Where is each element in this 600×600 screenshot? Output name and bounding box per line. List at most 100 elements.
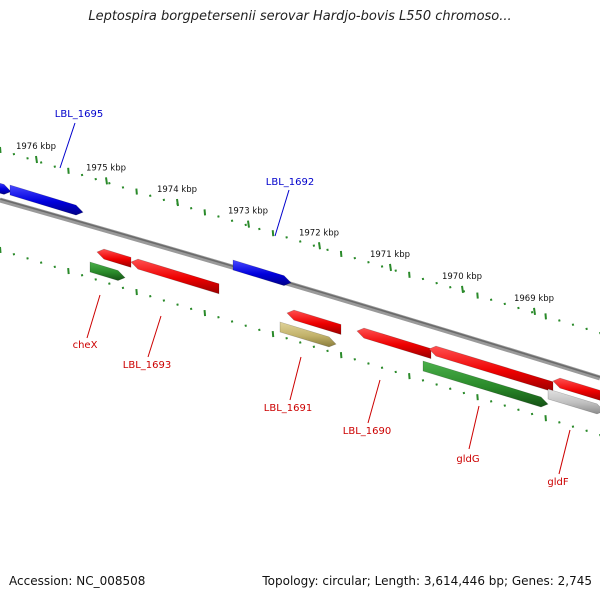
gene-LBL_1692[interactable] <box>232 259 292 286</box>
kbp-tick-1976 <box>35 155 38 164</box>
kbp-label-1976: 1976 kbp <box>16 142 56 152</box>
gene-LBL_1695[interactable] <box>9 184 84 216</box>
gene-label-gldF[interactable]: gldF <box>547 477 568 488</box>
major-tick <box>203 209 207 216</box>
kbp-tick-1972 <box>318 242 321 250</box>
kbp-label-1973: 1973 kbp <box>228 207 268 217</box>
minor-tick <box>258 227 261 231</box>
minor-tick <box>149 194 152 197</box>
gene-red-1690b[interactable] <box>428 345 554 393</box>
minor-tick <box>449 387 452 390</box>
kbp-label-1969: 1969 kbp <box>514 294 554 304</box>
minor-tick <box>26 157 29 160</box>
accession-text: Accession: NC_008508 <box>9 574 146 588</box>
gene-arrow-red-right-edge[interactable] <box>552 377 600 402</box>
gene-arrow-LBL_1691[interactable] <box>279 321 337 348</box>
kbp-tick-1970 <box>461 285 464 294</box>
minor-tick <box>121 186 125 189</box>
minor-tick <box>435 383 438 386</box>
gene-arrow-LBL_1690[interactable] <box>356 327 432 360</box>
minor-tick <box>94 278 97 281</box>
gene-red-right-edge[interactable] <box>552 377 600 402</box>
minor-tick <box>230 219 234 222</box>
minor-tick <box>258 328 261 332</box>
gene-LBL_1690[interactable] <box>356 327 432 360</box>
minor-tick <box>530 412 534 416</box>
minor-tick <box>462 290 466 293</box>
minor-tick <box>462 391 466 395</box>
minor-tick <box>380 366 384 369</box>
minor-tick <box>367 261 370 264</box>
minor-tick <box>503 404 507 407</box>
callout-line-LBL_1692 <box>274 189 290 237</box>
gene-label-LBL_1695[interactable]: LBL_1695 <box>55 109 103 120</box>
major-tick <box>203 309 207 317</box>
gene-arrow-gldG[interactable] <box>422 360 549 408</box>
gene-arrow-red-1691a[interactable] <box>286 309 342 335</box>
minor-tick <box>517 306 520 310</box>
kbp-tick-1975 <box>105 177 108 185</box>
minor-tick <box>435 281 438 285</box>
chromosome-backbone-shade <box>0 198 600 378</box>
minor-tick <box>108 282 111 285</box>
minor-tick <box>108 182 111 185</box>
minor-tick <box>162 198 166 202</box>
minor-tick <box>39 161 43 164</box>
gene-arrow-red-1690b[interactable] <box>428 345 554 393</box>
callout-line-LBL_1695 <box>59 122 76 169</box>
callout-line-LBL_1693 <box>147 315 162 358</box>
gene-gldG[interactable] <box>422 360 549 408</box>
major-tick <box>0 146 2 154</box>
kbp-tick-1969 <box>533 307 536 316</box>
minor-tick <box>80 273 84 277</box>
kbp-label-1971: 1971 kbp <box>370 250 410 260</box>
gene-cheX-red[interactable] <box>96 248 132 268</box>
minor-tick <box>367 362 370 365</box>
minor-tick <box>326 349 329 353</box>
minor-tick <box>94 177 97 181</box>
gene-arrow-gldF[interactable] <box>547 388 600 415</box>
minor-tick <box>571 425 575 428</box>
gene-arrow-cheX-red[interactable] <box>96 248 132 268</box>
minor-tick <box>530 310 534 314</box>
minor-tick <box>394 269 397 272</box>
minor-tick <box>189 206 193 210</box>
major-tick <box>544 313 547 320</box>
gene-cheX[interactable] <box>89 261 126 281</box>
minor-tick <box>149 295 152 298</box>
gene-gldF[interactable] <box>547 388 600 415</box>
gene-arrow-LBL_1692[interactable] <box>232 259 292 286</box>
gene-red-1691a[interactable] <box>286 309 342 335</box>
gene-label-LBL_1693[interactable]: LBL_1693 <box>123 360 171 371</box>
major-tick <box>67 267 70 275</box>
major-tick <box>408 271 411 278</box>
major-tick <box>476 394 479 401</box>
gene-LBL_1693[interactable] <box>130 258 220 295</box>
minor-tick <box>489 298 493 301</box>
map-title: Leptospira borgpetersenii serovar Hardjo… <box>88 9 512 24</box>
major-tick <box>408 373 411 380</box>
callout-line-LBL_1691 <box>289 356 302 401</box>
gene-arrow-LBL_1693[interactable] <box>130 258 220 295</box>
minor-tick <box>558 421 561 424</box>
minor-tick <box>503 302 507 306</box>
major-tick <box>0 246 2 254</box>
gene-label-cheX[interactable]: cheX <box>73 340 98 351</box>
gene-label-LBL_1691[interactable]: LBL_1691 <box>264 403 312 414</box>
gene-arrow-blue-left-edge[interactable] <box>0 182 12 195</box>
gene-blue-left-edge[interactable] <box>0 182 12 195</box>
minor-tick <box>326 248 329 252</box>
minor-tick <box>585 429 588 433</box>
minor-tick <box>517 408 520 412</box>
gene-label-gldG[interactable]: gldG <box>456 454 479 465</box>
kbp-tick-1973 <box>247 220 250 228</box>
gene-arrow-LBL_1695[interactable] <box>9 184 84 216</box>
gene-label-LBL_1692[interactable]: LBL_1692 <box>266 177 314 188</box>
gene-arrow-cheX[interactable] <box>89 261 126 281</box>
callout-line-cheX <box>86 294 101 339</box>
callout-line-LBL_1690 <box>367 379 381 424</box>
minor-tick <box>449 286 452 289</box>
gene-LBL_1691[interactable] <box>279 321 337 348</box>
gene-label-LBL_1690[interactable]: LBL_1690 <box>343 426 391 437</box>
